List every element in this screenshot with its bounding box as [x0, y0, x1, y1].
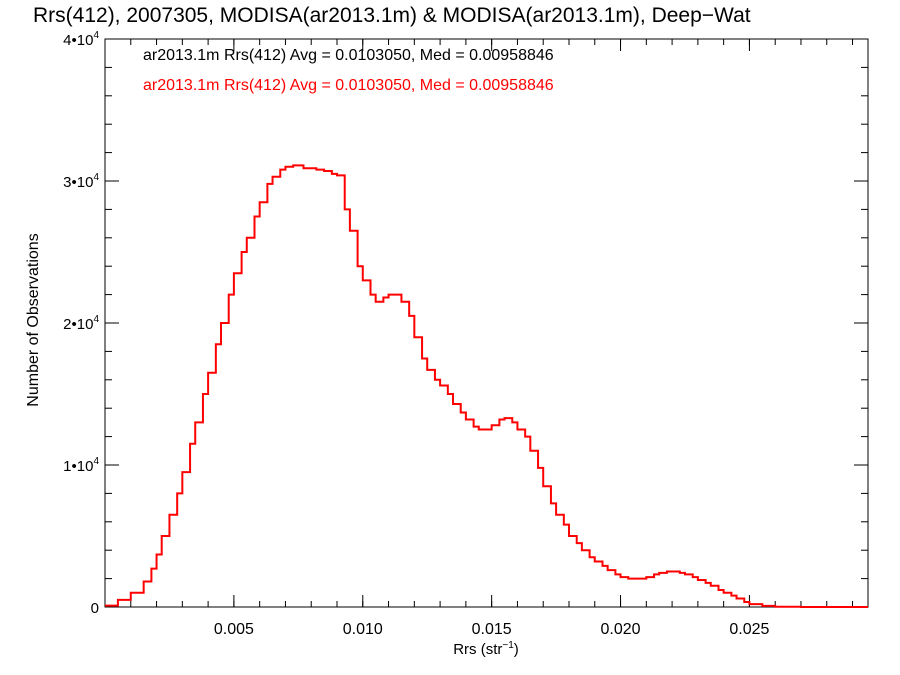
y-tick-label: 4•104 [63, 30, 99, 49]
x-axis-label-exponent: −1 [502, 640, 514, 651]
y-tick-label: 0 [91, 600, 99, 617]
y-tick-label: 3•104 [63, 172, 99, 191]
y-tick-label: 2•104 [63, 314, 99, 333]
legend-entry-red: ar2013.1m Rrs(412) Avg = 0.0103050, Med … [143, 77, 554, 94]
x-tick-label: 0.015 [472, 621, 512, 638]
minor-ticks [105, 39, 868, 607]
x-axis-label: Rrs (str−1) [453, 640, 519, 658]
series-layer [105, 164, 868, 608]
x-tick-label: 0.025 [729, 621, 769, 638]
chart-title: Rrs(412), 2007305, MODISA(ar2013.1m) & M… [33, 4, 751, 27]
plot-frame [104, 38, 869, 608]
x-axis-label-close: ) [514, 641, 519, 658]
legend: ar2013.1m Rrs(412) Avg = 0.0103050, Med … [143, 47, 554, 94]
x-axis-label-text: Rrs (str [453, 641, 502, 658]
y-tick-label: 1•104 [63, 456, 99, 475]
y-axis: 0 1•104 2•104 3•104 4•104 [63, 30, 868, 617]
legend-entry-black: ar2013.1m Rrs(412) Avg = 0.0103050, Med … [143, 47, 554, 64]
x-axis: 0.005 0.010 0.015 0.020 0.025 [214, 39, 770, 638]
y-axis-label: Number of Observations [25, 233, 42, 406]
x-tick-label: 0.005 [214, 621, 254, 638]
x-tick-label: 0.020 [601, 621, 641, 638]
histogram-series-line [105, 164, 868, 608]
x-tick-label: 0.010 [343, 621, 383, 638]
